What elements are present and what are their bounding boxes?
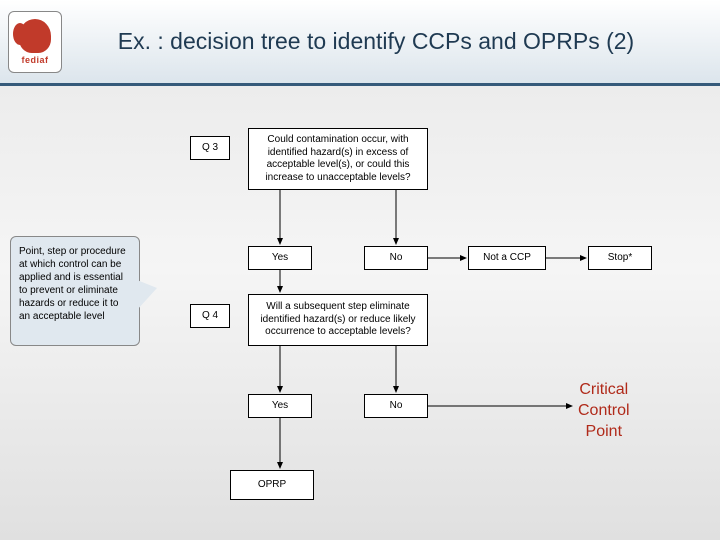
- not-ccp: Not a CCP: [468, 246, 546, 270]
- oprp: OPRP: [230, 470, 314, 500]
- logo-text: fediaf: [21, 55, 48, 65]
- callout-text: Point, step or procedure at which contro…: [19, 246, 126, 322]
- critical-control-point-label: CriticalControlPoint: [578, 380, 630, 442]
- q4-yes: Yes: [248, 394, 312, 418]
- callout-note: Point, step or procedure at which contro…: [10, 236, 140, 346]
- q3-question: Could contamination occur, with identifi…: [248, 128, 428, 190]
- title-bar: fediaf Ex. : decision tree to identify C…: [0, 0, 720, 86]
- q4-no: No: [364, 394, 428, 418]
- stop: Stop*: [588, 246, 652, 270]
- slide-title: Ex. : decision tree to identify CCPs and…: [62, 27, 720, 57]
- q3-label: Q 3: [190, 136, 230, 160]
- q3-no: No: [364, 246, 428, 270]
- diagram-canvas: Point, step or procedure at which contro…: [0, 86, 720, 540]
- q4-question: Will a subsequent step eliminate identif…: [248, 294, 428, 346]
- logo-dog-icon: [19, 19, 51, 53]
- q3-yes: Yes: [248, 246, 312, 270]
- q4-label: Q 4: [190, 304, 230, 328]
- fediaf-logo: fediaf: [8, 11, 62, 73]
